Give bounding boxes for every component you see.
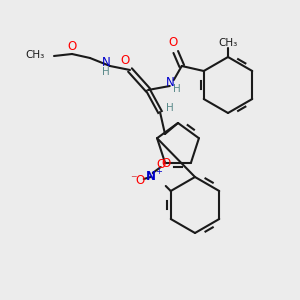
Text: O: O: [161, 157, 171, 170]
Text: N: N: [102, 56, 110, 70]
Text: H: H: [166, 103, 174, 113]
Text: O: O: [168, 37, 177, 50]
Text: O: O: [156, 158, 165, 172]
Text: CH₃: CH₃: [26, 50, 45, 60]
Text: O: O: [135, 173, 144, 187]
Text: CH₃: CH₃: [218, 38, 238, 48]
Text: N: N: [146, 170, 156, 184]
Text: ⁻: ⁻: [130, 173, 137, 187]
Text: O: O: [68, 40, 76, 52]
Text: N: N: [165, 76, 174, 88]
Text: O: O: [120, 53, 130, 67]
Text: +: +: [155, 167, 162, 176]
Text: H: H: [102, 67, 110, 77]
Text: H: H: [173, 84, 181, 94]
